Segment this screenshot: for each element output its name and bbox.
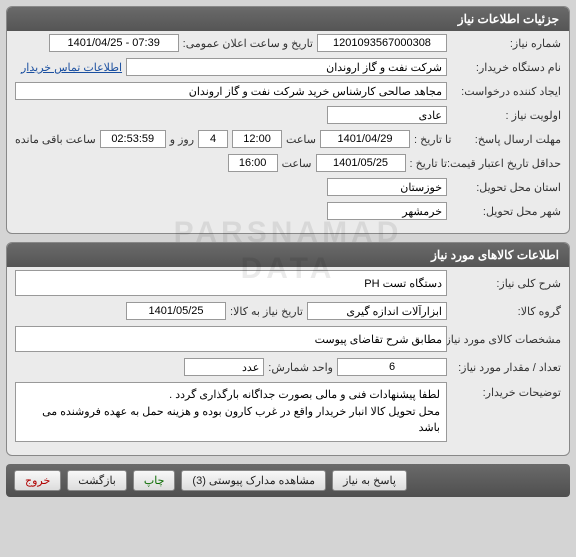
city-field bbox=[327, 202, 447, 220]
deadline-label: مهلت ارسال پاسخ: bbox=[455, 133, 561, 146]
creator-field bbox=[15, 82, 447, 100]
unit-label: واحد شمارش: bbox=[268, 361, 333, 374]
notes-label: توضیحات خریدار: bbox=[451, 382, 561, 399]
deadline-time-label: ساعت bbox=[286, 133, 316, 146]
bottom-button-bar: خروج بازگشت چاپ مشاهده مدارک پیوستی (3) … bbox=[6, 464, 570, 497]
province-field bbox=[327, 178, 447, 196]
need-no-label: شماره نیاز: bbox=[451, 37, 561, 50]
validity-time-label: ساعت bbox=[282, 157, 312, 170]
need-details-section: جزئیات اطلاعات نیاز شماره نیاز: تاریخ و … bbox=[6, 6, 570, 234]
unit-field bbox=[184, 358, 264, 376]
priority-label: اولویت نیاز : bbox=[451, 109, 561, 122]
group-field bbox=[307, 302, 447, 320]
remaining-label: ساعت باقی مانده bbox=[15, 133, 96, 146]
validity-date-field bbox=[316, 154, 406, 172]
need-date-label: تاریخ نیاز به کالا: bbox=[230, 305, 303, 318]
exit-button[interactable]: خروج bbox=[14, 470, 61, 491]
validity-to-date-label: تا تاریخ : bbox=[410, 157, 447, 170]
public-date-label: تاریخ و ساعت اعلان عمومی: bbox=[183, 37, 313, 50]
need-details-header: جزئیات اطلاعات نیاز bbox=[7, 7, 569, 31]
notes-field: لطفا پیشنهادات فنی و مالی بصورت جداگانه … bbox=[15, 382, 447, 442]
buyer-field bbox=[126, 58, 447, 76]
reply-button[interactable]: پاسخ به نیاز bbox=[332, 470, 407, 491]
notes-line1: لطفا پیشنهادات فنی و مالی بصورت جداگانه … bbox=[22, 387, 440, 404]
deadline-time-field bbox=[232, 130, 282, 148]
need-no-field bbox=[317, 34, 447, 52]
desc-label: شرح کلی نیاز: bbox=[451, 277, 561, 290]
to-date-label: تا تاریخ : bbox=[414, 133, 451, 146]
spec-field bbox=[15, 326, 447, 352]
goods-info-section: اطلاعات کالاهای مورد نیاز شرح کلی نیاز: … bbox=[6, 242, 570, 456]
goods-need-date-field bbox=[126, 302, 226, 320]
time-remaining-field bbox=[100, 130, 166, 148]
contact-buyer-link[interactable]: اطلاعات تماس خریدار bbox=[21, 61, 122, 74]
qty-label: تعداد / مقدار مورد نیاز: bbox=[451, 361, 561, 374]
spec-label: مشخصات کالای مورد نیاز: bbox=[451, 333, 561, 346]
notes-line2: محل تحویل کالا انبار خریدار واقع در غرب … bbox=[22, 404, 440, 437]
attachments-button[interactable]: مشاهده مدارک پیوستی (3) bbox=[181, 470, 326, 491]
creator-label: ایجاد کننده درخواست: bbox=[451, 85, 561, 98]
days-remaining-field bbox=[198, 130, 228, 148]
validity-label: حداقل تاریخ اعتبار قیمت: bbox=[451, 157, 561, 170]
back-button[interactable]: بازگشت bbox=[67, 470, 127, 491]
province-label: استان محل تحویل: bbox=[451, 181, 561, 194]
qty-field bbox=[337, 358, 447, 376]
goods-info-header: اطلاعات کالاهای مورد نیاز bbox=[7, 243, 569, 267]
deadline-date-field bbox=[320, 130, 410, 148]
days-label: روز و bbox=[170, 133, 194, 146]
public-date-field bbox=[49, 34, 179, 52]
group-label: گروه کالا: bbox=[451, 305, 561, 318]
city-label: شهر محل تحویل: bbox=[451, 205, 561, 218]
print-button[interactable]: چاپ bbox=[133, 470, 176, 491]
priority-field bbox=[327, 106, 447, 124]
validity-time-field bbox=[228, 154, 278, 172]
desc-field bbox=[15, 270, 447, 296]
buyer-label: نام دستگاه خریدار: bbox=[451, 61, 561, 74]
